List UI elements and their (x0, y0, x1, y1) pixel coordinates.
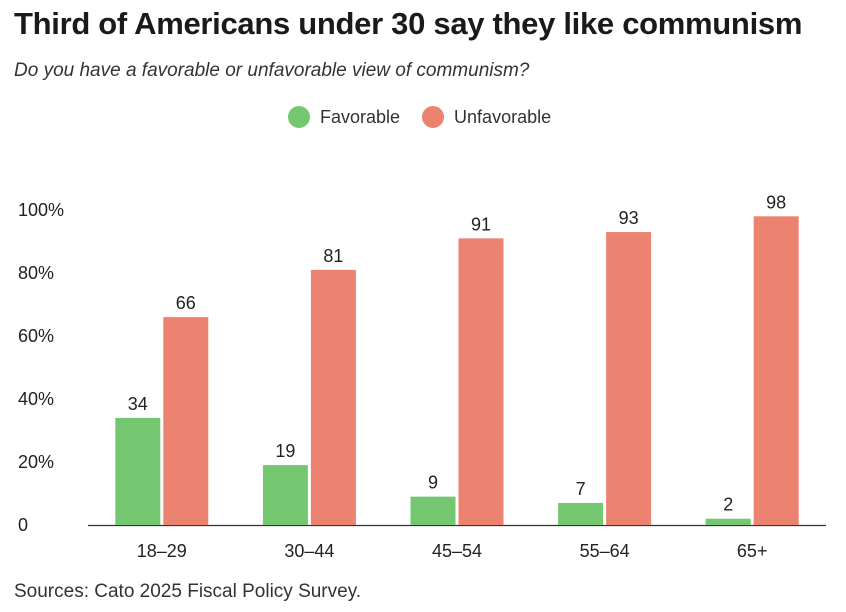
x-tick-label: 18–29 (137, 541, 187, 561)
bar-favorable (115, 417, 161, 525)
chart-subtitle: Do you have a favorable or unfavorable v… (14, 60, 530, 81)
data-label-unfavorable: 98 (766, 192, 786, 212)
x-tick-label: 65+ (737, 541, 768, 561)
legend-label-unfavorable: Unfavorable (454, 106, 552, 127)
y-tick-label: 100% (18, 200, 64, 220)
data-label-favorable: 7 (576, 479, 586, 499)
legend-swatch-unfavorable (422, 106, 445, 128)
data-label-favorable: 2 (723, 495, 733, 515)
data-label-favorable: 9 (428, 473, 438, 493)
bar-favorable (705, 518, 751, 525)
y-tick-label: 0 (18, 515, 28, 535)
y-tick-label: 40% (18, 389, 54, 409)
y-tick-label: 60% (18, 326, 54, 346)
data-label-favorable: 34 (128, 394, 148, 414)
y-tick-label: 80% (18, 263, 54, 283)
data-label-unfavorable: 81 (323, 246, 343, 266)
data-label-unfavorable: 91 (471, 214, 491, 234)
data-label-unfavorable: 66 (176, 293, 196, 313)
bar-unfavorable (753, 216, 799, 526)
y-tick-label: 20% (18, 452, 54, 472)
bar-chart: 0 20% 40% 60% 80% 100% 34 66 18–29 19 81 30–44 9 91 45… (18, 192, 826, 561)
x-tick-label: 55–64 (580, 541, 630, 561)
legend: Favorable Unfavorable (288, 106, 573, 128)
bar-unfavorable (310, 269, 356, 525)
bar-unfavorable (606, 232, 652, 526)
bar-favorable (558, 502, 604, 525)
legend-item-favorable: Favorable (288, 106, 400, 128)
x-tick-label: 30–44 (284, 541, 334, 561)
bar-unfavorable (458, 238, 504, 525)
legend-label-favorable: Favorable (320, 106, 401, 127)
data-label-favorable: 19 (275, 441, 295, 461)
bar-favorable (410, 496, 456, 525)
legend-item-unfavorable: Unfavorable (422, 106, 551, 128)
data-label-unfavorable: 93 (619, 208, 639, 228)
legend-swatch-favorable (288, 106, 310, 128)
source-note: Sources: Cato 2025 Fiscal Policy Survey. (14, 581, 362, 602)
bar-unfavorable (163, 317, 209, 525)
chart-title: Third of Americans under 30 say they lik… (14, 6, 803, 41)
bar-favorable (262, 465, 308, 525)
x-tick-label: 45–54 (432, 541, 482, 561)
